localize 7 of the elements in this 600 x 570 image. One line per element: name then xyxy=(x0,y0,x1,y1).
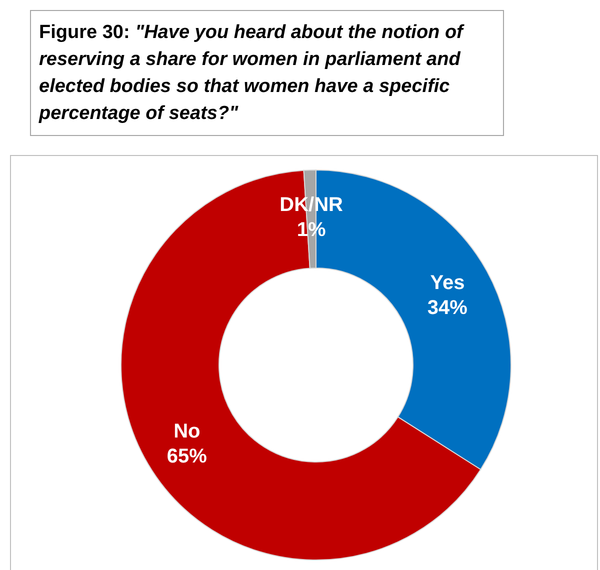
data-label: 34% xyxy=(427,296,468,319)
data-label: 1% xyxy=(296,219,326,242)
slice-label: No xyxy=(174,420,200,442)
slice-label: Yes xyxy=(430,272,465,294)
slice-label: DK/NR xyxy=(280,194,344,216)
chart-title: Figure 30: "Have you heard about the notion of reserving a share for women in parliament and elected bodies so that women have a specific percentage of seats?" xyxy=(39,22,463,124)
data-label: 65% xyxy=(166,445,208,468)
